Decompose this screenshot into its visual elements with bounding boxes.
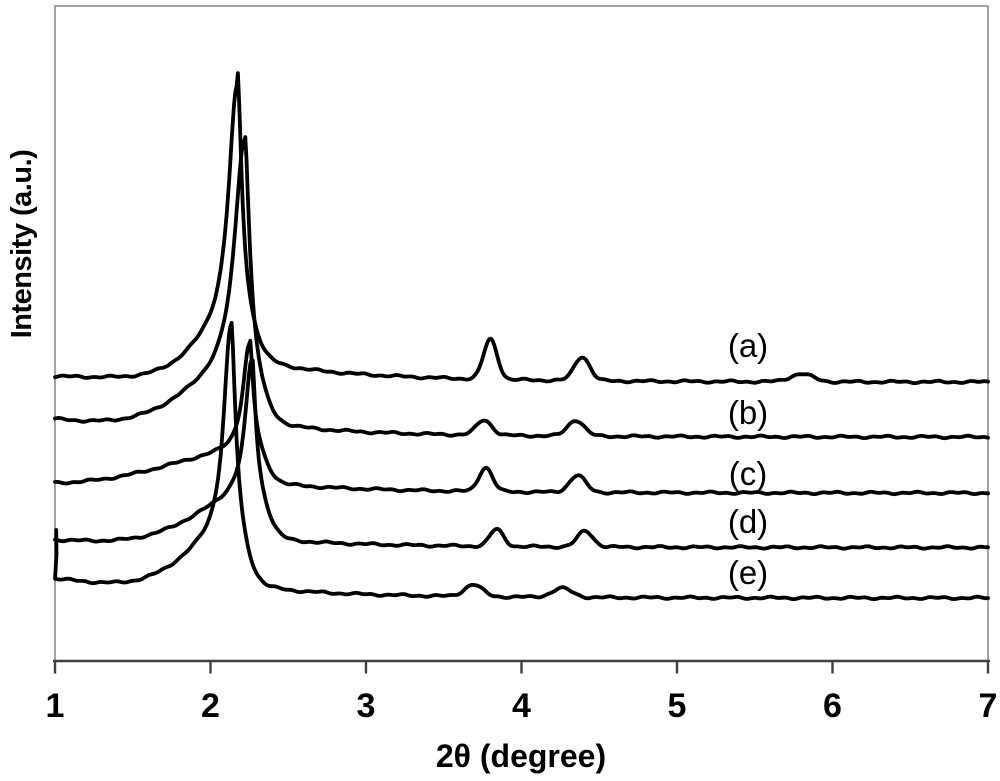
x-axis-title: 2θ (degree) (436, 738, 606, 774)
curve-label-c: (c) (729, 455, 767, 492)
y-axis-title: Intensity (a.u.) (6, 150, 38, 339)
x-tick-label-4: 4 (512, 687, 531, 725)
curve-label-e: (e) (728, 554, 768, 591)
xrd-curve-a (53, 71, 990, 385)
xrd-curve-b (53, 135, 990, 441)
curves-group (53, 71, 990, 602)
x-tick-label-1: 1 (46, 687, 65, 725)
xrd-curve-e (53, 320, 990, 602)
x-tick-label-6: 6 (823, 687, 842, 725)
curve-label-b: (b) (728, 394, 768, 431)
curve-label-a: (a) (728, 327, 768, 364)
xrd-curve-d (53, 357, 990, 551)
x-tick-label-5: 5 (668, 687, 687, 725)
x-axis-ticks-group: 1 2 3 4 5 6 7 (46, 661, 998, 725)
x-tick-label-3: 3 (357, 687, 376, 725)
curve-label-d: (d) (728, 503, 768, 540)
xrd-curve-c (53, 338, 990, 497)
x-tick-label-7: 7 (979, 687, 998, 725)
x-tick-label-2: 2 (201, 687, 220, 725)
curve-labels-group: (a) (b) (c) (d) (e) (728, 327, 768, 591)
